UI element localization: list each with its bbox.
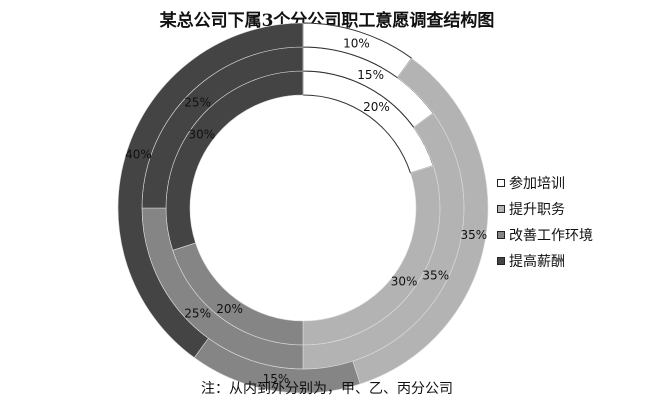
data-label-ring1-environment: 20%	[216, 302, 243, 316]
data-label-ring1-salary: 30%	[189, 128, 216, 142]
legend-swatch	[497, 179, 505, 187]
legend-label: 提高薪酬	[509, 254, 565, 270]
data-label-ring2-environment: 25%	[184, 306, 211, 320]
data-label-ring3-training: 10%	[343, 36, 370, 50]
legend-label: 参加培训	[509, 176, 565, 192]
donut-rings	[117, 22, 489, 394]
legend-item-promotion: 提升职务	[497, 196, 593, 222]
data-label-ring3-promotion: 35%	[461, 228, 488, 242]
legend-item-training: 参加培训	[497, 170, 593, 196]
data-label-ring2-promotion: 35%	[422, 269, 449, 283]
legend-swatch	[497, 205, 505, 213]
legend-label: 提升职务	[509, 202, 565, 218]
legend-swatch	[497, 257, 505, 265]
legend-item-environment: 改善工作环境	[497, 222, 593, 248]
slice-ring3-salary	[117, 22, 304, 359]
data-label-ring1-promotion: 30%	[391, 274, 418, 288]
legend-swatch	[497, 231, 505, 239]
data-label-ring3-environment: 15%	[263, 372, 290, 386]
legend-label: 改善工作环境	[509, 228, 593, 244]
data-label-ring2-salary: 25%	[184, 96, 211, 110]
chart-title: 某总公司下属3个分公司职工意愿调查结构图	[159, 11, 495, 31]
legend: 参加培训提升职务改善工作环境 提高薪酬	[497, 170, 593, 274]
legend-item-salary: 提高薪酬	[497, 248, 593, 274]
data-label-ring1-training: 20%	[363, 100, 390, 114]
data-labels: 20% 30% 20% 30% 15% 35% 25% 25% 10% 35% 15% 40%	[125, 36, 487, 385]
chart-note: 注：从内到外分别为，甲、乙、丙分公司	[201, 381, 453, 397]
data-label-ring2-training: 15%	[357, 68, 384, 82]
data-label-ring3-salary: 40%	[125, 148, 152, 162]
